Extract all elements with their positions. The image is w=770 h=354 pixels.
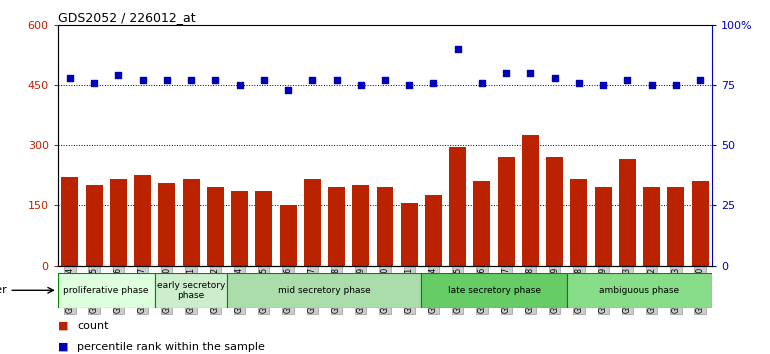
- Bar: [353, 185, 370, 266]
- Bar: [134, 175, 151, 266]
- Text: percentile rank within the sample: percentile rank within the sample: [77, 342, 265, 352]
- Point: [355, 82, 367, 88]
- Point: [185, 77, 197, 83]
- Bar: [567, 273, 712, 308]
- Bar: [155, 273, 227, 308]
- Text: count: count: [77, 321, 109, 331]
- Bar: [256, 191, 273, 266]
- Point: [282, 87, 294, 93]
- Point: [233, 82, 246, 88]
- Point: [136, 77, 149, 83]
- Bar: [594, 187, 611, 266]
- Bar: [643, 187, 660, 266]
- Text: early secretory
phase: early secretory phase: [157, 281, 226, 300]
- Bar: [58, 273, 155, 308]
- Bar: [231, 191, 248, 266]
- Point: [451, 46, 464, 52]
- Point: [573, 80, 585, 85]
- Point: [403, 82, 415, 88]
- Text: late secretory phase: late secretory phase: [447, 286, 541, 295]
- Point: [645, 82, 658, 88]
- Bar: [207, 187, 224, 266]
- Point: [476, 80, 488, 85]
- Text: GDS2052 / 226012_at: GDS2052 / 226012_at: [58, 11, 196, 24]
- Text: ambiguous phase: ambiguous phase: [600, 286, 680, 295]
- Bar: [159, 183, 176, 266]
- Text: other: other: [0, 285, 7, 295]
- Bar: [668, 187, 685, 266]
- Point: [330, 77, 343, 83]
- Point: [258, 77, 270, 83]
- Bar: [619, 159, 636, 266]
- Bar: [304, 179, 321, 266]
- Bar: [425, 195, 442, 266]
- Bar: [546, 157, 563, 266]
- Point: [548, 75, 561, 81]
- Bar: [421, 273, 567, 308]
- Point: [694, 77, 706, 83]
- Bar: [691, 181, 708, 266]
- Text: proliferative phase: proliferative phase: [63, 286, 149, 295]
- Point: [306, 77, 319, 83]
- Bar: [328, 187, 345, 266]
- Bar: [110, 179, 127, 266]
- Point: [500, 70, 512, 76]
- Point: [670, 82, 682, 88]
- Point: [161, 77, 173, 83]
- Bar: [280, 205, 296, 266]
- Bar: [377, 187, 393, 266]
- Bar: [85, 185, 102, 266]
- Point: [88, 80, 100, 85]
- Bar: [400, 203, 417, 266]
- Bar: [182, 179, 199, 266]
- Bar: [62, 177, 79, 266]
- Bar: [474, 181, 490, 266]
- Bar: [571, 179, 588, 266]
- Point: [379, 77, 391, 83]
- Bar: [522, 135, 539, 266]
- Text: ■: ■: [58, 342, 69, 352]
- Bar: [227, 273, 421, 308]
- Point: [64, 75, 76, 81]
- Point: [112, 73, 125, 78]
- Text: ■: ■: [58, 321, 69, 331]
- Bar: [497, 157, 514, 266]
- Bar: [449, 147, 466, 266]
- Point: [209, 77, 222, 83]
- Point: [524, 70, 537, 76]
- Point: [621, 77, 634, 83]
- Text: mid secretory phase: mid secretory phase: [278, 286, 371, 295]
- Point: [597, 82, 609, 88]
- Point: [427, 80, 440, 85]
